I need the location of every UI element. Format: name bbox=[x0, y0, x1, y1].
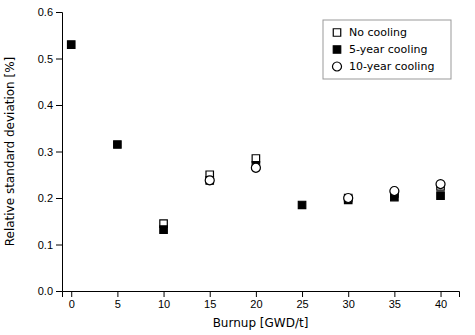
x-tick-mark bbox=[348, 291, 349, 297]
point bbox=[437, 192, 444, 199]
x-tick-label: 25 bbox=[296, 298, 308, 310]
x-tick-label: 35 bbox=[389, 298, 401, 310]
x-tick-label: 5 bbox=[115, 298, 121, 310]
y-axis-title: Relative standard deviation [%] bbox=[3, 57, 17, 247]
x-tick-mark bbox=[256, 291, 257, 297]
x-axis-title: Burnup [GWD/t] bbox=[213, 316, 309, 330]
point bbox=[436, 180, 445, 189]
x-tick: 5 bbox=[115, 291, 121, 310]
x-tick-label: 20 bbox=[250, 298, 262, 310]
point bbox=[160, 226, 167, 233]
y-tick-mark bbox=[56, 245, 62, 246]
y-tick: 0.4 bbox=[38, 99, 62, 111]
x-tick-mark bbox=[71, 291, 72, 297]
plot: 0 5 10 15 20 25 30 35 40 0.0 0.1 0.2 0.3 0.4 0.5 0.6 No … bbox=[38, 6, 460, 310]
x-tick-label: 0 bbox=[69, 298, 75, 310]
y-tick: 0.5 bbox=[38, 53, 62, 65]
y-tick-label: 0.3 bbox=[38, 146, 53, 158]
x-tick: 10 bbox=[158, 291, 170, 310]
x-tick: 25 bbox=[296, 291, 308, 310]
series bbox=[205, 163, 445, 202]
y-tick-label: 0.4 bbox=[38, 99, 53, 111]
y-tick-mark bbox=[56, 105, 62, 106]
x-tick-label: 40 bbox=[435, 298, 447, 310]
y-tick-mark bbox=[56, 291, 62, 292]
legend-marker bbox=[332, 62, 341, 71]
x-tick-label: 10 bbox=[158, 298, 170, 310]
point bbox=[344, 194, 351, 201]
y-axis: 0.0 0.1 0.2 0.3 0.4 0.5 0.6 bbox=[38, 6, 63, 297]
legend-label: No cooling bbox=[349, 26, 407, 39]
y-tick-label: 0.2 bbox=[38, 192, 53, 204]
series bbox=[67, 41, 444, 234]
series bbox=[160, 155, 444, 228]
y-tick: 0.1 bbox=[38, 239, 62, 251]
x-axis-line bbox=[63, 292, 460, 298]
y-tick-label: 0.0 bbox=[38, 285, 53, 297]
x-tick: 40 bbox=[435, 291, 447, 310]
point bbox=[205, 176, 214, 185]
point bbox=[251, 163, 260, 172]
x-tick-label: 15 bbox=[204, 298, 216, 310]
y-tick-label: 0.5 bbox=[38, 53, 53, 65]
y-tick-mark bbox=[56, 59, 62, 60]
chart: 0 5 10 15 20 25 30 35 40 0.0 0.1 0.2 0.3 0.4 0.5 0.6 No … bbox=[0, 0, 475, 335]
x-tick-mark bbox=[441, 291, 442, 297]
y-tick-mark bbox=[56, 198, 62, 199]
y-tick-mark bbox=[56, 12, 62, 13]
point bbox=[344, 193, 353, 202]
y-tick-label: 0.1 bbox=[38, 239, 53, 251]
x-tick: 30 bbox=[343, 291, 355, 310]
point bbox=[252, 155, 259, 162]
x-tick-mark bbox=[210, 291, 211, 297]
legend-label: 10-year cooling bbox=[349, 60, 434, 73]
legend-box bbox=[323, 20, 451, 79]
legend: No cooling 5-year cooling 10-year cooling bbox=[323, 20, 451, 79]
x-axis: 0 5 10 15 20 25 30 35 40 bbox=[63, 291, 460, 310]
y-tick: 0.0 bbox=[38, 285, 62, 297]
y-tick: 0.6 bbox=[38, 6, 62, 18]
x-tick-mark bbox=[117, 291, 118, 297]
x-tick-label: 30 bbox=[343, 298, 355, 310]
y-tick: 0.2 bbox=[38, 192, 62, 204]
marks bbox=[67, 41, 445, 234]
x-tick: 15 bbox=[204, 291, 216, 310]
y-tick-mark bbox=[56, 152, 62, 153]
x-tick: 35 bbox=[389, 291, 401, 310]
y-tick: 0.3 bbox=[38, 146, 62, 158]
legend-marker bbox=[333, 29, 340, 36]
x-tick-mark bbox=[302, 291, 303, 297]
x-tick-mark bbox=[394, 291, 395, 297]
point bbox=[298, 201, 305, 208]
x-tick-mark bbox=[164, 291, 165, 297]
y-axis-line bbox=[56, 13, 63, 292]
x-tick: 0 bbox=[69, 291, 75, 310]
legend-label: 5-year cooling bbox=[349, 43, 427, 56]
y-tick-label: 0.6 bbox=[38, 6, 53, 18]
point bbox=[206, 177, 213, 184]
point bbox=[390, 187, 399, 196]
x-tick: 20 bbox=[250, 291, 262, 310]
point bbox=[67, 41, 74, 48]
point bbox=[114, 141, 121, 148]
legend-marker bbox=[333, 46, 340, 53]
